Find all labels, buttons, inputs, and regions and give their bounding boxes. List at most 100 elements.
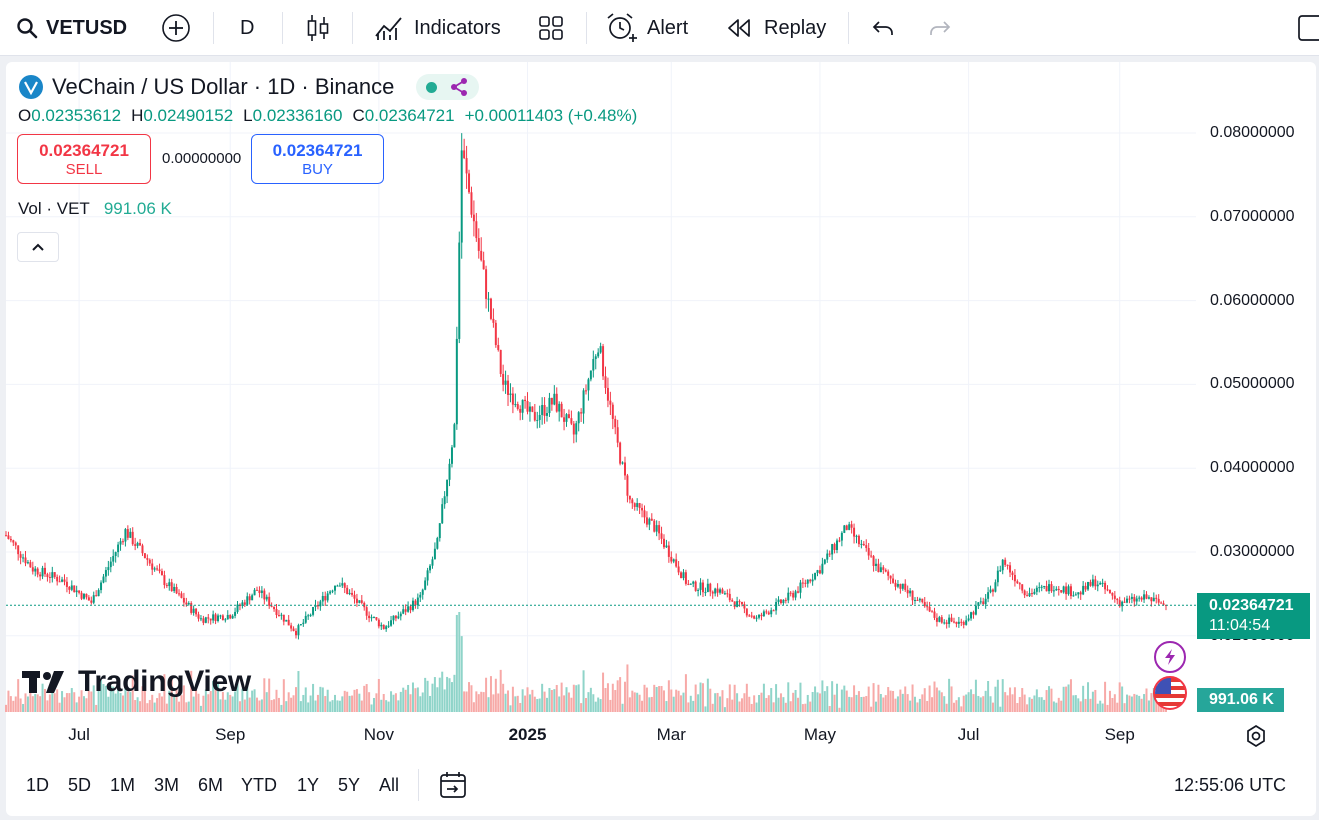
- volume-bar: [229, 694, 232, 712]
- redo-button[interactable]: [928, 0, 952, 56]
- candle-body: [701, 582, 704, 593]
- tradingview-logo-text: TradingView: [78, 665, 251, 698]
- candle-body: [1057, 588, 1060, 591]
- volume-bar: [95, 704, 98, 712]
- candle-body: [638, 503, 641, 508]
- candle-body: [275, 609, 278, 615]
- interval-button[interactable]: D: [240, 0, 254, 56]
- candle-body: [29, 562, 32, 568]
- lightning-icon[interactable]: [1154, 641, 1186, 673]
- candle-body: [853, 527, 856, 537]
- candle-body: [587, 379, 590, 391]
- candle-body: [555, 393, 558, 412]
- us-flag-icon[interactable]: [1153, 676, 1187, 710]
- volume-bar: [996, 679, 999, 712]
- chart-type-button[interactable]: [305, 0, 331, 56]
- volume-bar: [165, 703, 168, 712]
- volume-bar: [234, 691, 237, 712]
- range-button-6m[interactable]: 6M: [198, 774, 224, 795]
- volume-bar: [1018, 696, 1021, 712]
- volume-bar: [645, 687, 648, 712]
- candle-body: [63, 579, 66, 582]
- range-button-1y[interactable]: 1Y: [297, 774, 320, 795]
- replay-button[interactable]: Replay: [726, 0, 826, 56]
- volume-bar: [1016, 703, 1019, 712]
- goto-date-button[interactable]: [438, 756, 468, 814]
- volume-bar: [1023, 694, 1026, 712]
- volume-bar: [355, 689, 358, 712]
- candle-body: [321, 595, 324, 602]
- volume-bar: [831, 681, 834, 712]
- volume-bar: [801, 704, 804, 712]
- volume-bar: [655, 686, 658, 712]
- x-tick-label: 2025: [508, 725, 547, 744]
- volume-bar: [75, 702, 78, 712]
- candle-body: [896, 584, 899, 587]
- volume-bar: [219, 699, 222, 712]
- candle-body: [348, 592, 351, 595]
- candle-body: [1013, 574, 1016, 582]
- candle-body: [1050, 584, 1053, 592]
- volume-bar: [745, 683, 748, 712]
- volume-bar: [602, 672, 605, 712]
- volume-bar: [755, 702, 758, 712]
- collapse-legend-button[interactable]: [17, 232, 59, 262]
- candle-body: [782, 599, 785, 604]
- volume-bar: [26, 696, 29, 712]
- candle-body: [1150, 597, 1153, 602]
- fullscreen-button[interactable]: [1298, 0, 1319, 56]
- range-button-all[interactable]: All: [379, 774, 400, 795]
- alert-button[interactable]: Alert: [605, 0, 688, 56]
- chart-settings-button[interactable]: [1244, 724, 1268, 748]
- candle-body: [1043, 586, 1046, 588]
- volume-bar: [1091, 691, 1094, 712]
- range-button-3m[interactable]: 3M: [154, 774, 180, 795]
- candle-body: [34, 568, 37, 572]
- range-button-5d[interactable]: 5D: [68, 774, 92, 795]
- candle-body: [234, 611, 237, 616]
- volume-bar: [555, 684, 558, 712]
- chevron-up-icon: [32, 243, 44, 251]
- range-button-5y[interactable]: 5Y: [338, 774, 361, 795]
- buy-button[interactable]: 0.02364721 BUY: [251, 134, 384, 184]
- candle-body: [338, 585, 341, 587]
- volume-bar: [126, 691, 129, 712]
- candle-body: [302, 622, 305, 625]
- volume-bar: [333, 694, 336, 712]
- volume-bar: [1028, 697, 1031, 712]
- undo-button[interactable]: [871, 0, 895, 56]
- candle-body: [887, 571, 890, 576]
- candle-body: [1145, 594, 1148, 599]
- candle-body: [1111, 592, 1114, 596]
- candle-body: [960, 621, 963, 623]
- volume-bar: [935, 687, 938, 712]
- candle-body: [487, 298, 490, 300]
- indicators-button[interactable]: Indicators: [374, 0, 501, 56]
- sell-button[interactable]: 0.02364721 SELL: [17, 134, 151, 184]
- volume-bar: [758, 695, 761, 712]
- candle-body: [97, 590, 100, 597]
- layouts-button[interactable]: [538, 0, 564, 56]
- candle-body: [443, 496, 446, 505]
- compare-symbol-button[interactable]: [161, 0, 191, 56]
- x-tick-label: Sep: [215, 725, 246, 744]
- volume-bar: [443, 689, 446, 712]
- candle-body: [253, 589, 256, 596]
- symbol-search-button[interactable]: VETUSD: [16, 0, 127, 56]
- volume-bar: [809, 701, 812, 712]
- volume-bar: [597, 697, 600, 712]
- volume-bar: [548, 687, 551, 712]
- volume-bar: [411, 682, 414, 712]
- range-button-1d[interactable]: 1D: [26, 774, 50, 795]
- candle-body: [70, 585, 73, 590]
- volume-bar: [706, 678, 709, 712]
- utc-clock[interactable]: 12:55:06 UTC: [1174, 774, 1287, 795]
- candle-body: [594, 356, 597, 360]
- legend-status-pill[interactable]: [416, 74, 480, 100]
- indicators-label: Indicators: [414, 16, 501, 39]
- range-button-ytd[interactable]: YTD: [241, 774, 277, 795]
- range-button-1m[interactable]: 1M: [110, 774, 136, 795]
- volume-legend: Vol · VET 991.06 K: [18, 197, 172, 221]
- volume-bar: [468, 682, 471, 712]
- volume-bar: [112, 686, 115, 712]
